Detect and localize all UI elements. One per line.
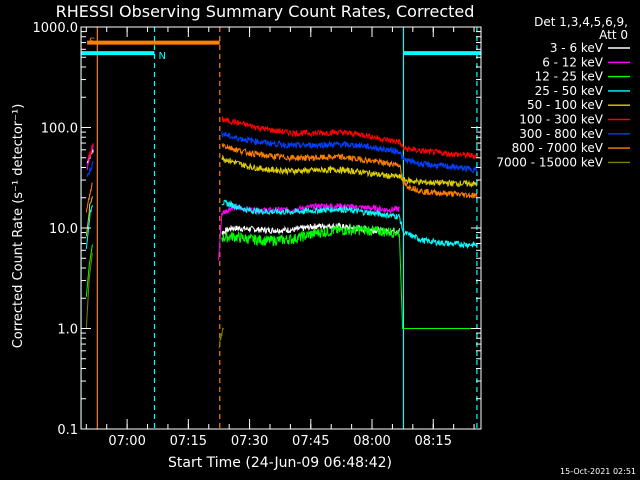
legend-header-2: Att 0 bbox=[599, 28, 628, 42]
legend-label: 6 - 12 keV bbox=[542, 55, 604, 69]
chart-title: RHESSI Observing Summary Count Rates, Co… bbox=[56, 2, 475, 21]
series-100-300-keV-pre bbox=[86, 142, 94, 162]
legend-label: 12 - 25 keV bbox=[535, 70, 604, 84]
legend-label: 300 - 800 keV bbox=[519, 127, 603, 141]
x-tick-label: 07:00 bbox=[108, 434, 145, 449]
series-6-12-keV-pre bbox=[86, 144, 94, 171]
legend-label: 7000 - 15000 keV bbox=[496, 155, 603, 169]
flag-label-n: N bbox=[158, 51, 165, 62]
x-tick-label: 08:00 bbox=[353, 434, 390, 449]
legend-label: 50 - 100 keV bbox=[527, 98, 604, 112]
y-tick-label: 1.0 bbox=[57, 323, 78, 338]
series-50-100-keV-main bbox=[221, 154, 478, 188]
y-tick-label: 10.0 bbox=[49, 222, 78, 237]
series-12-25-keV-pre bbox=[85, 244, 93, 297]
series-25-50-keV-pre bbox=[85, 204, 93, 250]
timestamp: 15-Oct-2021 02:51 bbox=[560, 467, 636, 476]
legend-label: 100 - 300 keV bbox=[519, 113, 603, 127]
series-7000-15000-keV-main bbox=[218, 327, 225, 349]
x-axis: 07:00 07:15 07:30 07:45 08:00 08:15 bbox=[85, 27, 475, 449]
series-300-800-keV-pre bbox=[86, 161, 94, 177]
series-300-800-keV-main bbox=[221, 131, 478, 173]
x-tick-label: 07:15 bbox=[170, 434, 207, 449]
y-tick-label: 0.1 bbox=[57, 423, 78, 438]
legend-label: 800 - 7000 keV bbox=[512, 141, 604, 155]
x-tick-label: 08:15 bbox=[415, 434, 452, 449]
x-tick-label: 07:45 bbox=[292, 434, 329, 449]
plot-frame bbox=[80, 26, 482, 430]
series-6-12-keV-main bbox=[218, 202, 400, 261]
legend-label: 3 - 6 keV bbox=[550, 41, 604, 55]
y-tick-label: 100.0 bbox=[41, 122, 78, 137]
y-axis: 0.1 1.0 10.0 100.0 1000.0 bbox=[33, 21, 481, 438]
legend-label: 25 - 50 keV bbox=[535, 84, 604, 98]
series-7000-15000-keV-pre bbox=[85, 252, 93, 329]
series-800-7000-keV-main bbox=[221, 143, 478, 200]
x-axis-label: Start Time (24-Jun-09 06:48:42) bbox=[168, 455, 392, 471]
series-800-7000-keV-pre bbox=[85, 182, 93, 213]
plot-area: SN bbox=[80, 26, 482, 430]
series-12-25-keV-main bbox=[221, 223, 477, 329]
legend-header-1: Det 1,3,4,5,6,9, bbox=[534, 15, 628, 29]
y-axis-label: Corrected Count Rate (s⁻¹ detector⁻¹) bbox=[11, 104, 26, 349]
series-50-100-keV-pre bbox=[85, 196, 93, 237]
series-100-300-keV-main bbox=[221, 115, 478, 161]
flag-label-s: S bbox=[89, 37, 95, 48]
plot-traces: SN bbox=[81, 27, 481, 429]
x-tick-label: 07:30 bbox=[231, 434, 268, 449]
y-tick-label: 1000.0 bbox=[33, 21, 79, 36]
series-25-50-keV-main bbox=[221, 199, 478, 250]
